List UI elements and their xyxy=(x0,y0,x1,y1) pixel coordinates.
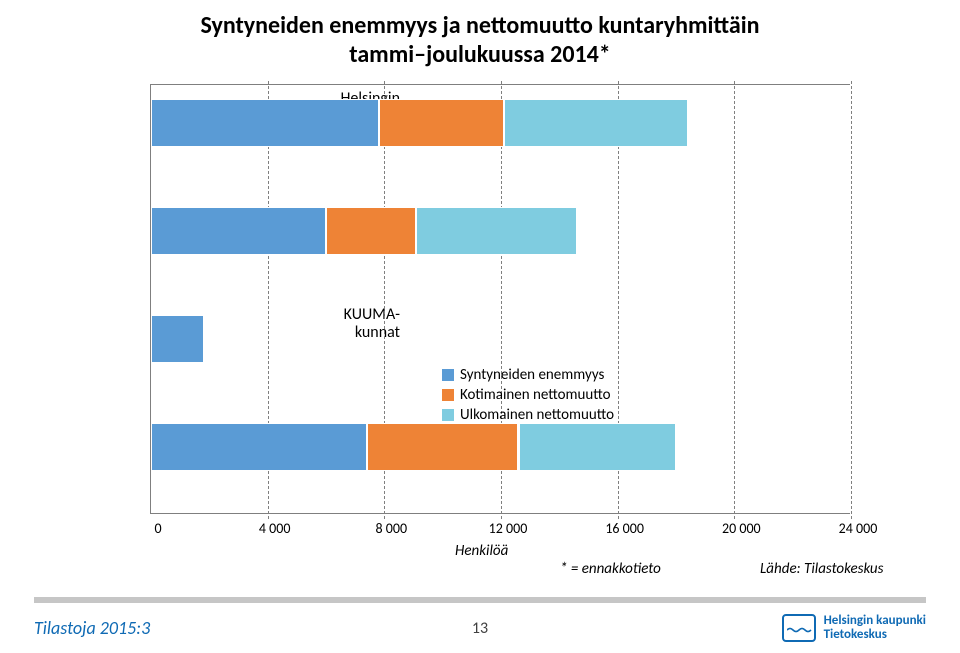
bar-row xyxy=(151,315,851,363)
x-tick-label: 8 000 xyxy=(361,520,421,537)
x-tick-label: 0 xyxy=(128,520,188,537)
bar-segment xyxy=(367,423,519,471)
bar-segment xyxy=(151,423,367,471)
x-axis-title: Henkilöä xyxy=(455,542,508,560)
bar-segment xyxy=(504,99,688,147)
legend-swatch-icon xyxy=(442,409,454,421)
footnote: * = ennakkotieto xyxy=(560,560,661,578)
slide: Syntyneiden enemmyys ja nettomuutto kunt… xyxy=(0,0,960,653)
footer-logo-wrap: Helsingin kaupunki Tietokeskus xyxy=(540,614,960,642)
bar-segment xyxy=(151,99,379,147)
plot xyxy=(150,84,850,514)
bar-row xyxy=(151,423,851,471)
footer-page: 13 xyxy=(420,619,540,638)
bar-row xyxy=(151,207,851,255)
x-tick-label: 24 000 xyxy=(828,520,888,537)
legend-label: Kotimainen nettomuutto xyxy=(460,386,611,404)
bar-segment xyxy=(151,315,204,363)
legend-label: Syntyneiden enemmyys xyxy=(460,366,604,384)
legend-label: Ulkomainen nettomuutto xyxy=(460,406,614,424)
x-tick-label: 16 000 xyxy=(595,520,655,537)
bar-segment xyxy=(519,423,677,471)
bar-segment xyxy=(326,207,416,255)
bar-segment xyxy=(379,99,504,147)
legend-swatch-icon xyxy=(442,369,454,381)
x-tick-label: 4 000 xyxy=(245,520,305,537)
legend: Syntyneiden enemmyys Kotimainen nettomuut… xyxy=(442,366,614,426)
title-line1: Syntyneiden enemmyys ja nettomuutto kunt… xyxy=(200,11,759,40)
logo-text: Helsingin kaupunki Tietokeskus xyxy=(824,614,926,641)
logo-org2: Tietokeskus xyxy=(824,628,926,642)
chart-area: 04 0008 00012 00016 00020 00024 000 Synt… xyxy=(150,84,850,524)
footer: Tilastoja 2015:3 13 Helsingin kaupunki T… xyxy=(0,603,960,653)
legend-item: Syntyneiden enemmyys xyxy=(442,366,614,384)
bar-segment xyxy=(151,207,326,255)
legend-swatch-icon xyxy=(442,389,454,401)
x-tick-label: 20 000 xyxy=(711,520,771,537)
x-tick-label: 12 000 xyxy=(478,520,538,537)
org-logo: Helsingin kaupunki Tietokeskus xyxy=(782,614,926,642)
title-line2: tammi–joulukuussa 2014* xyxy=(349,40,611,69)
bar-row xyxy=(151,99,851,147)
logo-org1: Helsingin kaupunki xyxy=(824,614,926,628)
chart-title: Syntyneiden enemmyys ja nettomuutto kunt… xyxy=(0,12,960,70)
logo-mark-icon xyxy=(782,614,816,642)
legend-item: Ulkomainen nettomuutto xyxy=(442,406,614,424)
legend-item: Kotimainen nettomuutto xyxy=(442,386,614,404)
bar-segment xyxy=(416,207,576,255)
footer-series: Tilastoja 2015:3 xyxy=(0,617,420,639)
gridline xyxy=(851,81,852,519)
source-label: Lähde: Tilastokeskus xyxy=(760,560,884,578)
